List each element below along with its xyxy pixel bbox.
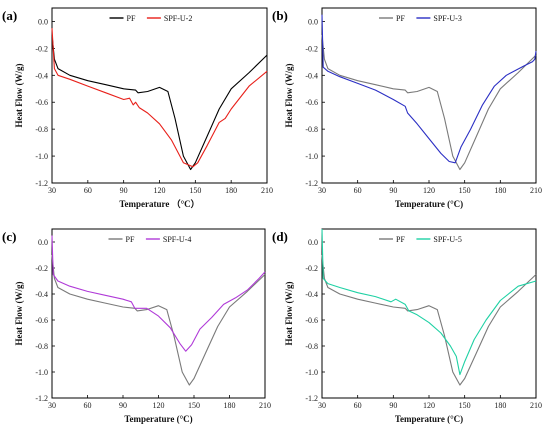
y-tick-label: -0.6 (305, 98, 318, 107)
panel-label: (b) (272, 8, 288, 23)
x-tick-label: 210 (259, 401, 271, 410)
legend-label: PF (396, 14, 405, 23)
legend: PF SPF-U-4 (108, 235, 191, 244)
legend-label: PF (126, 235, 135, 244)
y-tick-label: -0.6 (35, 98, 48, 107)
y-tick-label: -0.4 (305, 290, 318, 299)
y-tick-label: -0.4 (305, 71, 318, 80)
panel-label: (c) (2, 229, 16, 244)
x-tick-label: 60 (354, 186, 362, 195)
y-tick-label: 0.0 (308, 17, 318, 26)
series-line-pf (51, 34, 268, 171)
x-tick-label: 180 (224, 401, 236, 410)
x-tick-label: 30 (318, 186, 326, 195)
plot-frame (51, 228, 266, 399)
series-line-spf-u-2 (51, 28, 268, 168)
y-tick-label: -0.8 (305, 125, 318, 134)
y-tick-label: -0.8 (35, 125, 48, 134)
y-tick-label: -1.0 (305, 152, 318, 161)
series-line-spf-u-5 (321, 228, 537, 376)
y-tick-label: -1.2 (35, 394, 48, 403)
panel-label: (d) (272, 229, 288, 244)
legend-label: SPF-U-5 (433, 235, 461, 244)
legend: PF SPF-U-5 (379, 235, 462, 244)
x-axis-title: Temperature （°C） (119, 199, 199, 209)
y-tick-label: -0.6 (35, 316, 48, 325)
x-tick-label: 90 (120, 186, 128, 195)
legend-label: PF (127, 14, 136, 23)
x-axis-title: Temperature (°C) (395, 414, 463, 424)
x-tick-label: 60 (84, 401, 92, 410)
series-line-spf-u-3 (321, 14, 537, 164)
y-tick-label: 0.0 (308, 238, 318, 247)
legend: PF SPF-U-3 (379, 14, 462, 23)
panel-label: (a) (2, 8, 17, 23)
y-tick-label: 0.0 (38, 17, 48, 26)
x-tick-label: 30 (318, 401, 326, 410)
x-tick-label: 120 (154, 186, 166, 195)
legend-label: SPF-U-3 (433, 14, 461, 23)
x-axis-title: Temperature (°C) (395, 199, 463, 209)
legend-label: PF (396, 235, 405, 244)
y-axis-title: Heat Flow (W/g) (284, 282, 294, 346)
y-tick-label: -0.2 (305, 44, 318, 53)
y-axis-title: Heat Flow (W/g) (284, 64, 294, 128)
y-tick-label: -1.0 (305, 368, 318, 377)
y-tick-label: -0.6 (305, 316, 318, 325)
x-tick-label: 120 (423, 186, 435, 195)
x-tick-label: 210 (530, 401, 542, 410)
y-tick-label: -1.2 (305, 394, 318, 403)
y-tick-label: -0.8 (35, 342, 48, 351)
x-tick-label: 90 (119, 401, 127, 410)
y-tick-label: -1.0 (35, 368, 48, 377)
series-line-pf (51, 254, 266, 386)
x-tick-label: 30 (48, 186, 56, 195)
x-tick-label: 180 (494, 401, 506, 410)
x-tick-label: 150 (189, 186, 201, 195)
x-tick-label: 150 (459, 401, 471, 410)
y-tick-label: 0.0 (38, 238, 48, 247)
x-tick-label: 30 (48, 401, 56, 410)
y-axis-title: Heat Flow (W/g) (14, 64, 24, 128)
x-tick-label: 90 (389, 401, 397, 410)
series-line-pf (321, 34, 537, 171)
y-tick-label: -1.2 (35, 179, 48, 188)
plot-frame (321, 228, 537, 399)
x-axis-title: Temperature (°C) (124, 414, 192, 424)
legend-label: SPF-U-2 (164, 14, 192, 23)
x-tick-label: 210 (261, 186, 273, 195)
series-line-spf-u-4 (51, 235, 266, 352)
y-tick-label: -1.2 (305, 179, 318, 188)
plot-frame (51, 7, 268, 184)
x-tick-label: 120 (153, 401, 165, 410)
x-tick-label: 150 (188, 401, 200, 410)
chart-panel-2: 30 60 90 120 150 180 210 0.0 -0.2 -0.4 -0.6 -0.8 -1.… (272, 7, 542, 209)
x-tick-label: 180 (225, 186, 237, 195)
legend: PF SPF-U-2 (109, 14, 192, 23)
x-tick-label: 60 (354, 401, 362, 410)
chart-panel-1: 30 60 90 120 150 180 210 0.0 -0.2 -0.4 -0.6 -0.8 -1.… (2, 7, 273, 209)
y-tick-label: -0.2 (305, 264, 318, 273)
y-tick-label: -0.2 (35, 264, 48, 273)
y-tick-label: -0.4 (35, 290, 48, 299)
x-tick-label: 180 (494, 186, 506, 195)
y-axis-title: Heat Flow (W/g) (14, 282, 24, 346)
chart-panel-3: 30 60 90 120 150 180 210 0.0 -0.2 -0.4 -0.6 -0.8 -1.… (2, 228, 271, 424)
y-tick-label: -0.4 (35, 71, 48, 80)
y-tick-label: -0.2 (35, 44, 48, 53)
series-line-pf (321, 254, 537, 386)
x-tick-label: 90 (389, 186, 397, 195)
x-tick-label: 210 (530, 186, 542, 195)
legend-label: SPF-U-4 (163, 235, 191, 244)
plot-frame (321, 7, 537, 184)
y-tick-label: -1.0 (35, 152, 48, 161)
x-tick-label: 150 (459, 186, 471, 195)
x-tick-label: 60 (84, 186, 92, 195)
chart-panel-4: 30 60 90 120 150 180 210 0.0 -0.2 -0.4 -0.6 -0.8 -1.… (272, 228, 542, 424)
x-tick-label: 120 (423, 401, 435, 410)
y-tick-label: -0.8 (305, 342, 318, 351)
